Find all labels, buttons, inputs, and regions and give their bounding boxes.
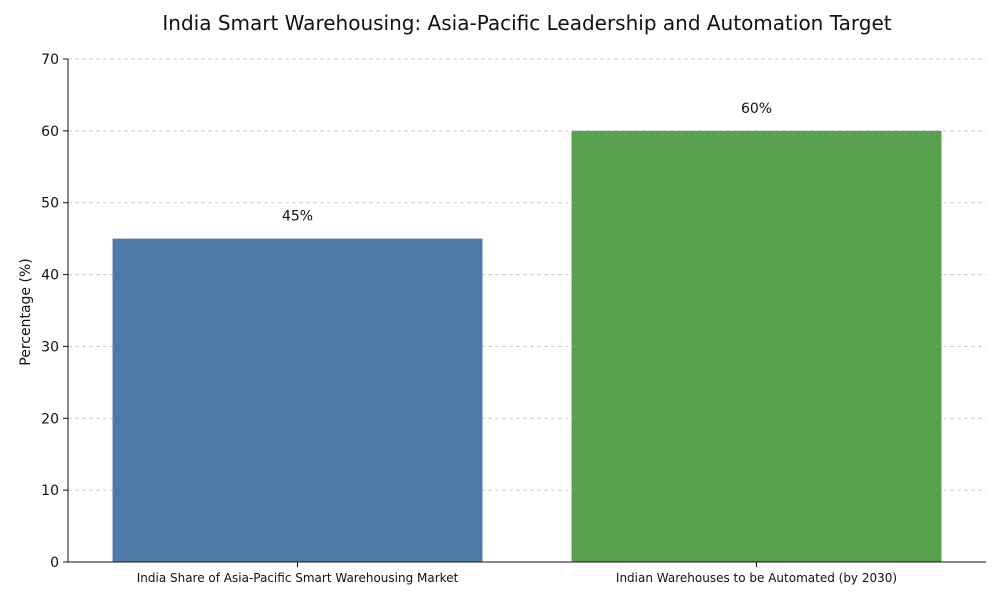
chart-title: India Smart Warehousing: Asia-Pacific Le… <box>162 11 891 35</box>
bar <box>112 238 483 562</box>
y-tick-label: 0 <box>50 555 59 571</box>
bars <box>112 130 942 562</box>
y-tick-label: 20 <box>41 411 59 427</box>
y-tick-label: 10 <box>41 483 59 499</box>
x-tick-label: Indian Warehouses to be Automated (by 20… <box>616 571 897 585</box>
y-tick-label: 40 <box>41 268 59 284</box>
y-tick-label: 30 <box>41 339 59 355</box>
y-tick-label: 70 <box>41 52 59 68</box>
x-tick-label: India Share of Asia-Pacific Smart Wareho… <box>137 571 459 585</box>
y-axis-title: Percentage (%) <box>18 258 34 365</box>
data-labels: 45% 60% <box>282 101 772 225</box>
y-tick-label: 50 <box>41 196 59 212</box>
data-label: 45% <box>282 209 313 225</box>
y-tick-label: 60 <box>41 124 59 140</box>
bar <box>571 130 942 562</box>
data-label: 60% <box>741 101 772 117</box>
x-axis-ticks: India Share of Asia-Pacific Smart Wareho… <box>137 562 897 585</box>
y-axis-ticks: 0 10 20 30 40 50 60 70 <box>41 52 68 571</box>
